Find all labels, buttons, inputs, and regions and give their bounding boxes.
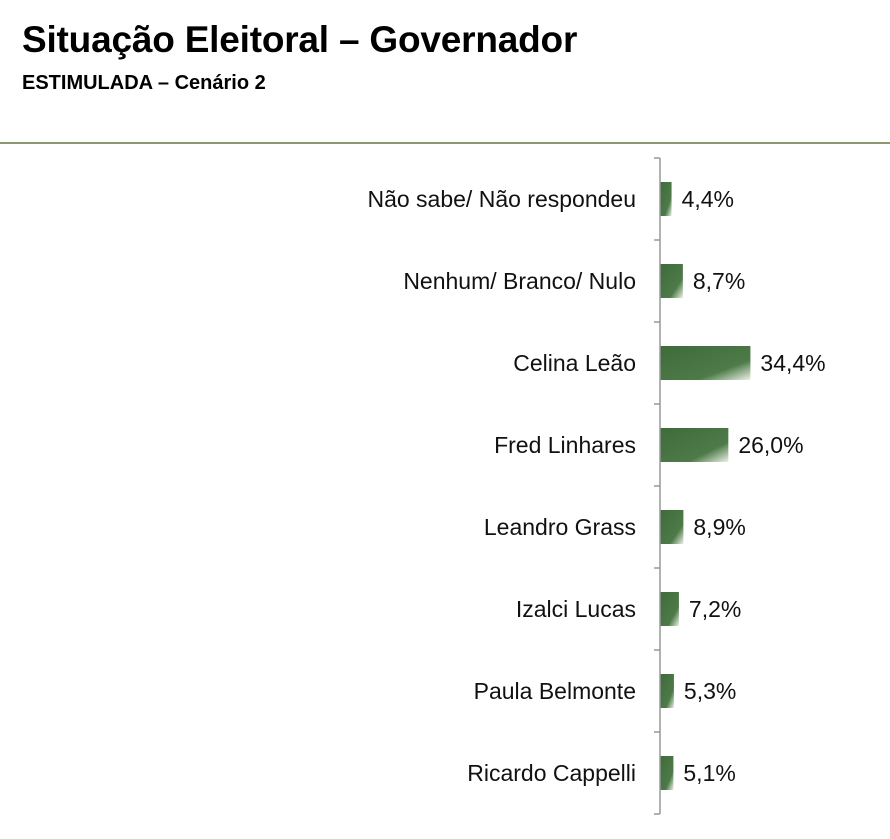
- bar: [660, 182, 672, 216]
- category-label: Fred Linhares: [494, 432, 636, 458]
- bar: [660, 510, 684, 544]
- bar: [660, 264, 683, 298]
- chart-subtitle: ESTIMULADA – Cenário 2: [22, 72, 266, 94]
- category-label: Celina Leão: [513, 350, 636, 376]
- bar: [660, 674, 674, 708]
- data-label: 5,1%: [683, 760, 735, 786]
- bar: [660, 428, 729, 462]
- data-label: 7,2%: [689, 596, 741, 622]
- category-label: Leandro Grass: [484, 514, 636, 540]
- bar: [660, 592, 679, 626]
- category-label: Izalci Lucas: [516, 596, 636, 622]
- data-label: 8,9%: [693, 514, 745, 540]
- data-label: 26,0%: [738, 432, 803, 458]
- chart-title: Situação Eleitoral – Governador: [22, 19, 578, 60]
- data-label: 4,4%: [682, 186, 734, 212]
- category-label: Não sabe/ Não respondeu: [367, 186, 636, 212]
- data-label: 34,4%: [760, 350, 825, 376]
- bar: [660, 756, 674, 790]
- bar-chart: Não sabe/ Não respondeu 4,4% Nenhum/ Branc…: [367, 157, 826, 815]
- category-label: Paula Belmonte: [474, 678, 636, 704]
- header-divider: [0, 142, 890, 144]
- category-label: Ricardo Cappelli: [467, 760, 636, 786]
- data-label: 5,3%: [684, 678, 736, 704]
- category-label: Nenhum/ Branco/ Nulo: [403, 268, 636, 294]
- data-label: 8,7%: [693, 268, 745, 294]
- bar: [660, 346, 751, 380]
